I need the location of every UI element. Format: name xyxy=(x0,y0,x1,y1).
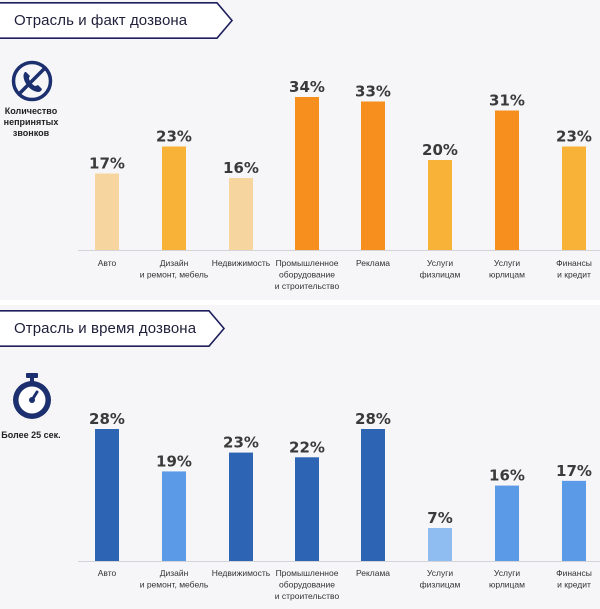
chart2-bar xyxy=(229,452,253,561)
chart1-category-label: Реклама xyxy=(356,258,390,268)
chart1-banner: Отрасль и факт дозвона xyxy=(0,2,600,40)
banner-arrow-shape xyxy=(0,2,234,39)
chart2-bar xyxy=(361,429,385,561)
chart1-value-label: 20% xyxy=(422,141,458,159)
chart2-value-label: 7% xyxy=(427,509,452,527)
chart2-value-label: 22% xyxy=(289,438,325,456)
chart1-bar xyxy=(95,173,119,250)
chart2-category-label: Реклама xyxy=(356,568,390,578)
chart1-bar xyxy=(361,101,385,250)
chart1-value-label: 31% xyxy=(489,92,525,110)
chart1-category-label: Авто xyxy=(98,258,117,268)
chart2-category-label: Услуги физлицам xyxy=(420,568,461,590)
chart1-value-label: 34% xyxy=(289,78,325,96)
chart2-bar xyxy=(95,429,119,561)
chart1-value-label: 23% xyxy=(556,128,592,146)
chart2-category-label: Финансы и кредит xyxy=(556,568,592,590)
chart2-value-label: 19% xyxy=(156,452,192,470)
chart1-title: Отрасль и факт дозвона xyxy=(14,12,188,29)
chart1-plot: 17% Авто 23% Дизайн и ремонт, мебель 16% Недви… xyxy=(78,78,600,291)
chart1-value-label: 17% xyxy=(89,155,125,173)
chart1-bar xyxy=(295,97,319,250)
chart1-bar xyxy=(562,146,586,250)
chart2-value-label: 23% xyxy=(223,434,259,452)
chart2-value-label: 28% xyxy=(355,410,391,428)
chart2-bar xyxy=(162,471,186,561)
chart2-category-label: Авто xyxy=(98,568,117,578)
chart2-value-label: 16% xyxy=(489,467,525,485)
banner-arrow-shape xyxy=(0,310,226,347)
chart1-bar xyxy=(162,146,186,250)
chart2-category-label: Услуги юрлицам xyxy=(489,568,525,590)
chart2-bar xyxy=(495,485,519,561)
chart2-bar xyxy=(295,457,319,561)
chart1-bar xyxy=(495,110,519,250)
chart1-bar xyxy=(428,160,452,250)
chart1-category-label: Услуги физлицам xyxy=(420,258,461,280)
chart1-value-label: 16% xyxy=(223,159,259,177)
chart1-category-label: Промышленное оборудование и строительство xyxy=(275,258,340,291)
chart2-bar xyxy=(562,480,586,561)
chart1-side-label: Количество непринятых звонков xyxy=(3,106,59,138)
chart2-category-label: Промышленное оборудование и строительство xyxy=(275,568,340,601)
chart2-category-label: Недвижимость xyxy=(212,568,271,578)
chart2-category-label: Дизайн и ремонт, мебель xyxy=(140,568,209,590)
chart1-bar xyxy=(229,178,253,250)
chart1-category-label: Финансы и кредит xyxy=(556,258,592,280)
stopwatch-icon xyxy=(11,372,53,427)
chart2-plot: 28% Авто 19% Дизайн и ремонт, мебель 23% Недви… xyxy=(78,410,600,601)
chart2-value-label: 17% xyxy=(556,462,592,480)
phone-crossed-icon xyxy=(11,60,53,107)
chart2-side-label: Более 25 сек. xyxy=(1,430,61,440)
chart2-value-label: 28% xyxy=(89,410,125,428)
chart1-category-label: Дизайн и ремонт, мебель xyxy=(140,258,209,280)
chart2-banner: Отрасль и время дозвона xyxy=(0,310,600,348)
chart1-value-label: 33% xyxy=(355,83,391,101)
chart1-category-label: Услуги юрлицам xyxy=(489,258,525,280)
chart2-bar xyxy=(428,528,452,561)
chart1-value-label: 23% xyxy=(156,128,192,146)
chart2-title: Отрасль и время дозвона xyxy=(14,320,197,337)
chart1-category-label: Недвижимость xyxy=(212,258,271,268)
